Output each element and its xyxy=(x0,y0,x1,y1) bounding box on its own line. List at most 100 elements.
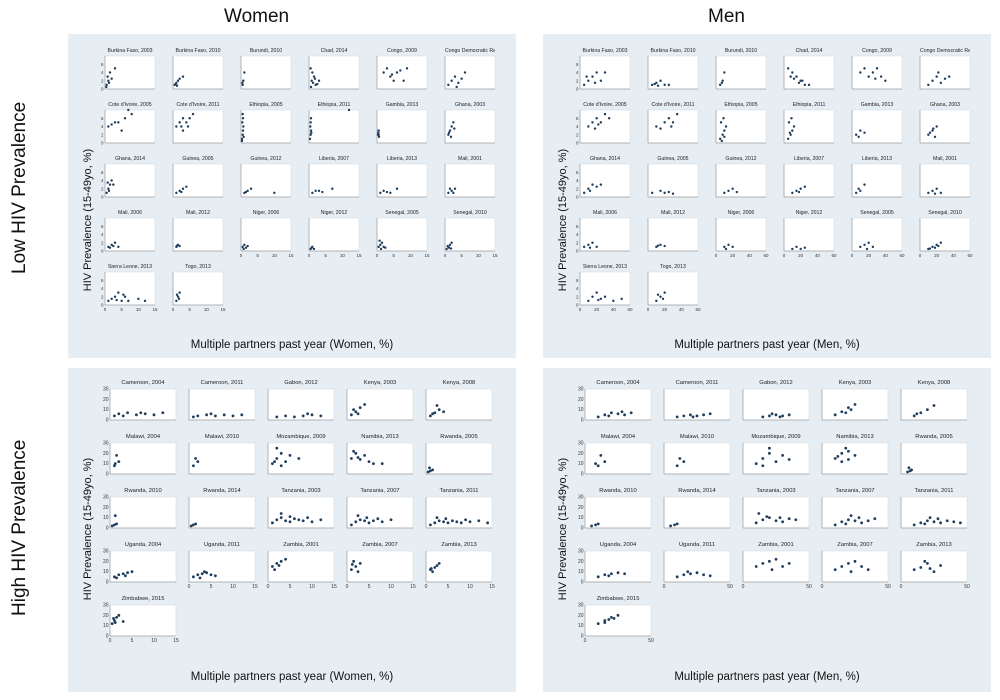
y-tick-label: 4 xyxy=(576,70,579,75)
data-point xyxy=(445,247,448,251)
data-point xyxy=(774,413,778,417)
x-tick-label: 15 xyxy=(220,307,226,312)
data-point xyxy=(722,117,725,120)
data-point xyxy=(448,129,452,132)
data-point xyxy=(915,412,919,416)
data-point xyxy=(143,299,147,303)
data-point xyxy=(192,523,195,527)
data-point xyxy=(175,299,178,303)
subplot: Tanzania, 2007 xyxy=(814,488,892,538)
data-point xyxy=(678,457,682,460)
subplot: Mali, 2006 0 2 4 6 xyxy=(573,210,634,261)
subplot-canvas: 0 10 20 30 0 50 xyxy=(578,603,654,645)
data-point xyxy=(723,71,726,74)
data-point xyxy=(655,299,658,303)
data-point xyxy=(791,129,794,132)
data-point xyxy=(354,451,358,455)
y-tick-label: 4 xyxy=(101,70,104,75)
plot-area xyxy=(821,442,889,475)
data-point xyxy=(702,573,705,577)
subplot-title: Zambia, 2001 xyxy=(758,542,794,548)
y-tick-label: 4 xyxy=(576,232,579,237)
data-point xyxy=(936,517,940,521)
data-point xyxy=(863,243,866,247)
subplot-canvas: 0 5 10 15 xyxy=(376,217,430,258)
data-point xyxy=(350,568,353,571)
data-point xyxy=(702,413,705,417)
data-point xyxy=(203,570,206,574)
plot-area xyxy=(425,496,493,529)
subplot-canvas: 0 5 10 15 xyxy=(267,550,337,590)
data-point xyxy=(591,295,594,298)
plot-area xyxy=(240,163,292,198)
x-tick-label: 5 xyxy=(368,584,371,590)
data-point xyxy=(774,557,778,561)
data-point xyxy=(774,519,778,523)
data-point xyxy=(597,298,600,302)
plot-area xyxy=(267,388,335,421)
data-point xyxy=(279,559,283,563)
data-point xyxy=(241,81,244,85)
data-point xyxy=(585,75,588,78)
data-point xyxy=(919,411,923,415)
x-tick-label: 20 xyxy=(866,253,872,258)
data-point xyxy=(431,412,434,416)
x-tick-label: 15 xyxy=(410,584,416,590)
data-point xyxy=(833,568,837,571)
x-tick-label: 0 xyxy=(783,253,786,258)
data-point xyxy=(468,520,472,524)
data-point xyxy=(110,123,113,126)
data-point xyxy=(437,519,441,523)
data-point xyxy=(113,462,117,466)
y-tick-label: 10 xyxy=(103,623,109,629)
data-point xyxy=(110,622,114,625)
data-point xyxy=(312,247,316,251)
data-point xyxy=(372,519,375,523)
data-point xyxy=(795,245,798,249)
data-point xyxy=(596,464,600,468)
panel-low-men: HIV Prevalence (15-49yo, %) Multiple par… xyxy=(543,34,991,358)
subplot-canvas xyxy=(308,163,360,198)
plot-area xyxy=(172,217,224,252)
subplot: Zimbabwe, 2015 0 10 20 30 0 5 10 15 xyxy=(102,596,180,646)
data-point xyxy=(595,185,598,188)
x-tick-label: 50 xyxy=(648,638,654,644)
data-point xyxy=(603,413,607,417)
data-point xyxy=(431,468,434,472)
plot-area xyxy=(308,217,360,252)
data-point xyxy=(108,71,112,74)
subplot-canvas xyxy=(267,388,335,421)
subplot: Tanzania, 2007 xyxy=(339,488,417,538)
data-point xyxy=(379,191,382,195)
data-point xyxy=(663,83,666,87)
x-tick-label: 0 xyxy=(240,253,243,258)
data-point xyxy=(477,519,481,523)
data-point xyxy=(770,568,774,571)
data-point xyxy=(240,413,244,417)
data-point xyxy=(935,75,938,78)
data-point xyxy=(906,470,909,474)
data-point xyxy=(240,137,244,141)
subplot: Uganda, 2004 0 10 20 30 xyxy=(102,542,180,592)
data-point xyxy=(196,573,200,577)
y-tick-label: 0 xyxy=(106,580,109,586)
data-point xyxy=(650,191,654,195)
data-point xyxy=(317,79,321,82)
data-point xyxy=(464,518,467,522)
data-point xyxy=(721,79,724,82)
x-tick-label: 0 xyxy=(444,253,447,258)
y-tick-label: 30 xyxy=(578,387,584,393)
data-point xyxy=(932,520,936,524)
data-point xyxy=(799,187,802,190)
subplot-canvas: 0 5 10 15 xyxy=(308,217,362,258)
subplot-canvas: 0 50 xyxy=(742,550,812,590)
subplot-title: Ethiopia, 2011 xyxy=(792,102,826,108)
data-point xyxy=(442,520,445,524)
data-point xyxy=(791,71,794,74)
subplot-title: Namibia, 2013 xyxy=(361,434,399,440)
x-tick-label: 10 xyxy=(467,584,473,590)
subplot: Ethiopia, 2005 xyxy=(234,102,295,153)
data-point xyxy=(723,135,726,139)
data-point xyxy=(433,566,437,569)
data-point xyxy=(616,613,620,617)
